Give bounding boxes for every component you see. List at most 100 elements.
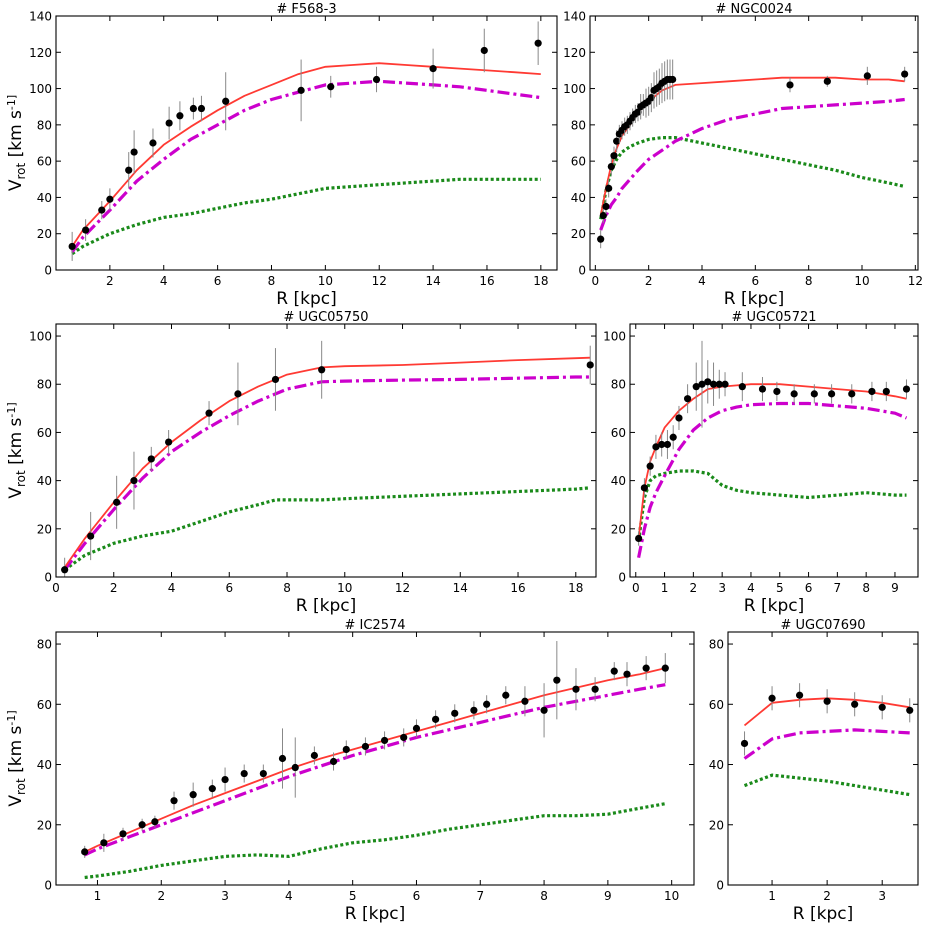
data-point	[669, 75, 677, 84]
y-tick-label: 80	[37, 638, 52, 652]
panel-title: # F568-3	[276, 2, 336, 17]
panel-3: # UGC05721 0 1 2 3 4 5 6 7 8 9 0 20 40 60 80 100 R [kpc]	[603, 310, 919, 616]
data-point	[208, 785, 216, 793]
x-tick-label: 3	[878, 889, 886, 903]
x-tick-label: 3	[221, 889, 229, 903]
curve-total	[637, 383, 907, 539]
panel-0: # F568-3 2 4 6 8 10 12 14 16 18 0 20 40 60 80 100 120 140…	[5, 2, 558, 309]
x-tick-label: 2	[823, 889, 831, 903]
y-tick-label: 100	[29, 330, 52, 344]
y-tick-label: 0	[44, 571, 52, 585]
y-tick-label: 140	[29, 10, 52, 24]
data-point	[828, 390, 836, 398]
model-curves	[63, 356, 591, 572]
observed-points	[740, 683, 914, 756]
y-tick-label: 40	[37, 474, 52, 488]
observed-points	[81, 641, 669, 858]
data-point	[451, 709, 459, 717]
data-point	[684, 395, 692, 403]
data-point	[572, 685, 580, 693]
y-tick-label: 140	[563, 10, 586, 24]
x-axis-label: R [kpc]	[345, 904, 405, 924]
x-tick-label: 6	[805, 581, 813, 595]
data-point	[868, 387, 876, 396]
data-point	[607, 162, 615, 171]
data-point	[100, 839, 108, 847]
observed-points	[597, 59, 909, 249]
data-point	[502, 691, 510, 699]
curve-gas	[84, 802, 666, 880]
x-tick-label: 4	[285, 889, 293, 903]
data-point	[98, 206, 106, 214]
x-tick-label: 0	[632, 581, 640, 595]
y-axis-label: Vrot [km s-1]	[5, 402, 28, 498]
data-point	[130, 477, 138, 485]
x-tick-label: 8	[268, 274, 276, 288]
panel-title: # UGC07690	[780, 618, 865, 633]
data-point	[113, 498, 121, 506]
data-point	[906, 706, 914, 714]
curve-gas	[599, 136, 906, 220]
data-point	[610, 667, 618, 675]
observed-points	[635, 340, 911, 546]
y-tick-label: 20	[37, 227, 52, 241]
y-tick-label: 80	[37, 118, 52, 132]
y-tick-label: 100	[29, 82, 52, 96]
y-tick-label: 0	[618, 571, 626, 585]
x-tick-label: 12	[908, 274, 923, 288]
y-axis-label: Vrot [km s-1]	[5, 710, 28, 806]
x-axis-label: R [kpc]	[744, 596, 804, 616]
x-tick-label: 16	[479, 274, 494, 288]
x-axis-label: R [kpc]	[793, 904, 853, 924]
data-point	[878, 703, 886, 711]
data-point	[652, 443, 660, 451]
x-tick-label: 4	[698, 274, 706, 288]
data-point	[902, 385, 911, 393]
x-tick-label: 14	[453, 581, 468, 595]
data-point	[823, 77, 831, 85]
data-point	[640, 484, 649, 492]
data-point	[480, 46, 488, 55]
data-point	[342, 745, 350, 754]
data-point	[540, 706, 548, 714]
data-point	[380, 736, 389, 745]
data-point	[810, 390, 818, 398]
y-tick-label: 60	[37, 426, 52, 440]
panel-title: # UGC05750	[283, 310, 368, 325]
axes-frame	[589, 15, 919, 271]
x-tick-label: 5	[776, 581, 784, 595]
y-tick-label: 40	[571, 191, 586, 205]
data-point	[61, 566, 69, 574]
data-point	[125, 166, 133, 174]
axes-frame	[55, 15, 558, 271]
y-tick-label: 80	[37, 378, 52, 392]
panel-title: # IC2574	[344, 618, 405, 633]
x-tick-label: 0	[592, 274, 600, 288]
panel-2: # UGC05750 0 2 4 6 8 10 12 14 16 18 0 20 40 60 80 100 R […	[5, 310, 597, 616]
y-tick-label: 80	[709, 638, 724, 652]
data-point	[715, 380, 723, 388]
x-tick-label: 10	[854, 274, 869, 288]
data-point	[189, 791, 197, 799]
data-point	[222, 97, 230, 105]
data-point	[658, 440, 666, 449]
data-point	[738, 383, 746, 391]
x-tick-label: 12	[395, 581, 410, 595]
y-tick-label: 60	[611, 426, 626, 440]
axes-frame	[727, 631, 919, 886]
x-tick-label: 18	[533, 274, 548, 288]
data-point	[165, 119, 173, 127]
data-point	[329, 757, 338, 766]
x-tick-label: 12	[372, 274, 387, 288]
data-point	[773, 387, 781, 396]
x-tick-label: 9	[891, 581, 899, 595]
data-point	[642, 664, 650, 672]
y-axis-label: Vrot [km s-1]	[5, 95, 28, 191]
data-point	[647, 94, 655, 102]
x-tick-label: 5	[349, 889, 357, 903]
x-tick-label: 2	[157, 889, 165, 903]
curve-disk	[70, 79, 542, 253]
y-tick-label: 0	[44, 879, 52, 893]
y-tick-label: 0	[716, 879, 724, 893]
data-point	[758, 385, 767, 393]
